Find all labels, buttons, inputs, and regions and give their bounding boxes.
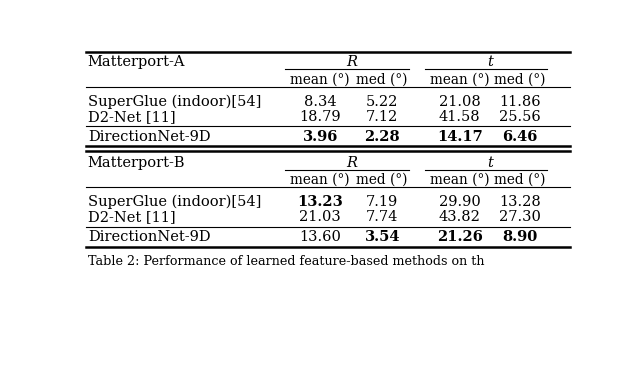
Text: 21.08: 21.08 xyxy=(439,95,481,109)
Text: med (°): med (°) xyxy=(495,173,546,186)
Text: 13.23: 13.23 xyxy=(298,195,343,209)
Text: R: R xyxy=(346,56,356,69)
Text: 8.90: 8.90 xyxy=(502,230,538,244)
Text: 43.82: 43.82 xyxy=(439,210,481,224)
Text: 3.54: 3.54 xyxy=(365,230,400,244)
Text: 25.56: 25.56 xyxy=(499,110,541,124)
Text: Table 2: Performance of learned feature-based methods on th: Table 2: Performance of learned feature-… xyxy=(88,256,484,268)
Text: 13.28: 13.28 xyxy=(499,195,541,209)
Text: Matterport-A: Matterport-A xyxy=(88,56,185,69)
Text: DirectionNet-9D: DirectionNet-9D xyxy=(88,230,211,244)
Text: t: t xyxy=(487,56,493,69)
Text: 27.30: 27.30 xyxy=(499,210,541,224)
Text: mean (°): mean (°) xyxy=(291,173,350,186)
Text: 3.96: 3.96 xyxy=(303,130,338,144)
Text: mean (°): mean (°) xyxy=(430,173,490,186)
Text: med (°): med (°) xyxy=(356,173,408,186)
Text: SuperGlue (indoor)[54]: SuperGlue (indoor)[54] xyxy=(88,195,261,209)
Text: 2.28: 2.28 xyxy=(364,130,400,144)
Text: SuperGlue (indoor)[54]: SuperGlue (indoor)[54] xyxy=(88,95,261,109)
Text: 7.74: 7.74 xyxy=(366,210,399,224)
Text: 21.26: 21.26 xyxy=(437,230,483,244)
Text: 29.90: 29.90 xyxy=(439,195,481,209)
Text: Matterport-B: Matterport-B xyxy=(88,156,185,169)
Text: D2-Net [11]: D2-Net [11] xyxy=(88,110,175,124)
Text: 14.17: 14.17 xyxy=(437,130,483,144)
Text: DirectionNet-9D: DirectionNet-9D xyxy=(88,130,211,144)
Text: 18.79: 18.79 xyxy=(300,110,341,124)
Text: 21.03: 21.03 xyxy=(300,210,341,224)
Text: t: t xyxy=(487,156,493,169)
Text: 8.34: 8.34 xyxy=(304,95,337,109)
Text: 7.12: 7.12 xyxy=(366,110,398,124)
Text: 5.22: 5.22 xyxy=(366,95,399,109)
Text: D2-Net [11]: D2-Net [11] xyxy=(88,210,175,224)
Text: 7.19: 7.19 xyxy=(366,195,398,209)
Text: mean (°): mean (°) xyxy=(430,73,490,86)
Text: mean (°): mean (°) xyxy=(291,73,350,86)
Text: 6.46: 6.46 xyxy=(502,130,538,144)
Text: 41.58: 41.58 xyxy=(439,110,481,124)
Text: 13.60: 13.60 xyxy=(300,230,341,244)
Text: med (°): med (°) xyxy=(356,73,408,86)
Text: 11.86: 11.86 xyxy=(499,95,541,109)
Text: med (°): med (°) xyxy=(495,73,546,86)
Text: R: R xyxy=(346,156,356,169)
